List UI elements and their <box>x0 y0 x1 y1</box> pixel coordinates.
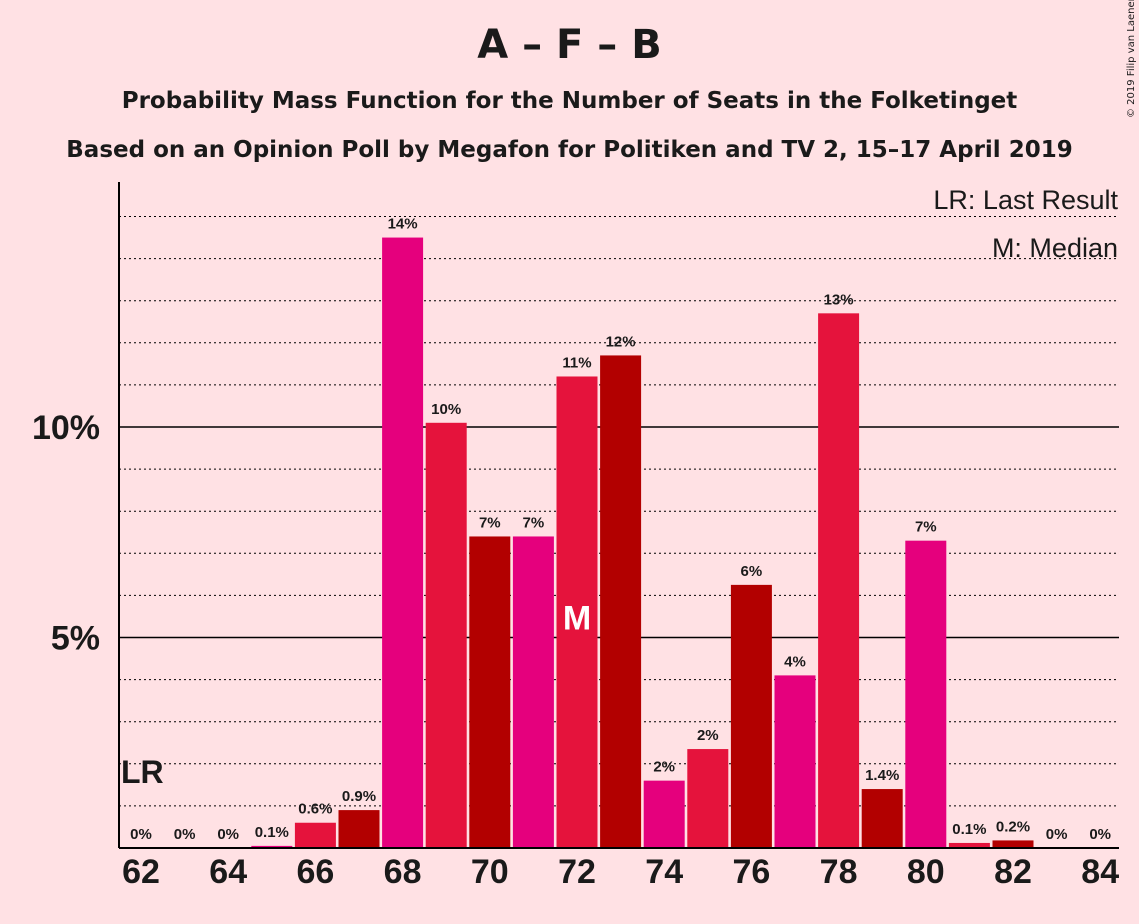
legend-last-result: LR: Last Result <box>933 185 1118 215</box>
chart-subtitle-2: Based on an Opinion Poll by Megafon for … <box>66 137 1073 163</box>
bar-value-labels: 0% 0% 0% 0.1% 0.6% 0.9% 14% 10% 7% 7% 11% 12% 2% 2% 6%… <box>130 216 1111 843</box>
x-tick-64: 64 <box>209 853 247 891</box>
bar-label-seat-78: 13% <box>824 291 854 308</box>
x-tick-74: 74 <box>645 853 683 891</box>
bar-label-seat-68: 14% <box>388 216 418 233</box>
chart-subtitle-1: Probability Mass Function for the Number… <box>121 88 1018 114</box>
bar-seat-66 <box>294 822 336 848</box>
bar-seat-71 <box>512 536 554 848</box>
bar-label-seat-72: 11% <box>562 354 591 371</box>
bar-label-seat-67: 0.9% <box>342 788 376 805</box>
legend-median: M: Median <box>992 233 1118 263</box>
bar-label-seat-81: 0.1% <box>952 821 986 838</box>
bar-seat-68 <box>382 237 424 849</box>
bar-seat-67 <box>338 810 380 848</box>
y-tick-5: 5% <box>51 620 100 658</box>
bar-label-seat-63: 0% <box>174 826 196 843</box>
x-tick-62: 62 <box>122 853 160 891</box>
bar-label-seat-79: 1.4% <box>865 767 899 784</box>
bar-label-seat-74: 2% <box>653 759 675 776</box>
bar-label-seat-70: 7% <box>479 514 501 531</box>
x-tick-72: 72 <box>558 853 596 891</box>
bar-label-seat-66: 0.6% <box>298 801 332 818</box>
x-tick-82: 82 <box>994 853 1032 891</box>
median-marker: M <box>563 600 591 638</box>
x-tick-68: 68 <box>384 853 422 891</box>
y-tick-labels: 5% 10% <box>32 409 100 658</box>
bars <box>251 237 1034 849</box>
bar-seat-78 <box>818 313 860 849</box>
bar-seat-76 <box>730 584 772 848</box>
x-tick-84: 84 <box>1081 853 1119 891</box>
bar-label-seat-76: 6% <box>741 563 763 580</box>
bar-label-seat-75: 2% <box>697 727 719 744</box>
bar-seat-75 <box>687 749 729 848</box>
bar-label-seat-64: 0% <box>217 826 239 843</box>
bar-seat-81 <box>948 842 990 848</box>
x-tick-labels: 62 64 66 68 70 72 74 76 78 80 82 84 <box>122 853 1119 891</box>
bar-seat-69 <box>425 422 467 848</box>
x-tick-80: 80 <box>907 853 945 891</box>
bar-seat-74 <box>643 780 685 848</box>
chart-title: A – F – B <box>477 22 662 68</box>
bar-seat-73 <box>600 355 642 848</box>
bar-seat-80 <box>905 540 947 848</box>
x-tick-66: 66 <box>296 853 334 891</box>
last-result-marker: LR <box>121 754 164 790</box>
axes <box>118 182 1119 849</box>
bar-label-seat-84: 0% <box>1089 826 1111 843</box>
bar-label-seat-73: 12% <box>606 333 636 350</box>
bar-seat-82 <box>992 840 1034 848</box>
bar-seat-65 <box>251 845 293 848</box>
bar-seat-79 <box>861 789 903 848</box>
x-tick-70: 70 <box>471 853 509 891</box>
bar-label-seat-69: 10% <box>431 401 461 418</box>
bar-seat-70 <box>469 536 511 848</box>
bar-label-seat-77: 4% <box>784 653 806 670</box>
bar-label-seat-83: 0% <box>1046 826 1068 843</box>
x-tick-76: 76 <box>732 853 770 891</box>
x-tick-78: 78 <box>820 853 858 891</box>
bar-label-seat-82: 0.2% <box>996 818 1030 835</box>
bar-label-seat-65: 0.1% <box>255 824 289 841</box>
bar-label-seat-80: 7% <box>915 519 937 536</box>
bar-label-seat-71: 7% <box>523 514 545 531</box>
y-tick-10: 10% <box>32 409 100 447</box>
bar-label-seat-62: 0% <box>130 826 152 843</box>
bar-seat-72 <box>556 376 598 848</box>
bar-seat-77 <box>774 675 816 848</box>
